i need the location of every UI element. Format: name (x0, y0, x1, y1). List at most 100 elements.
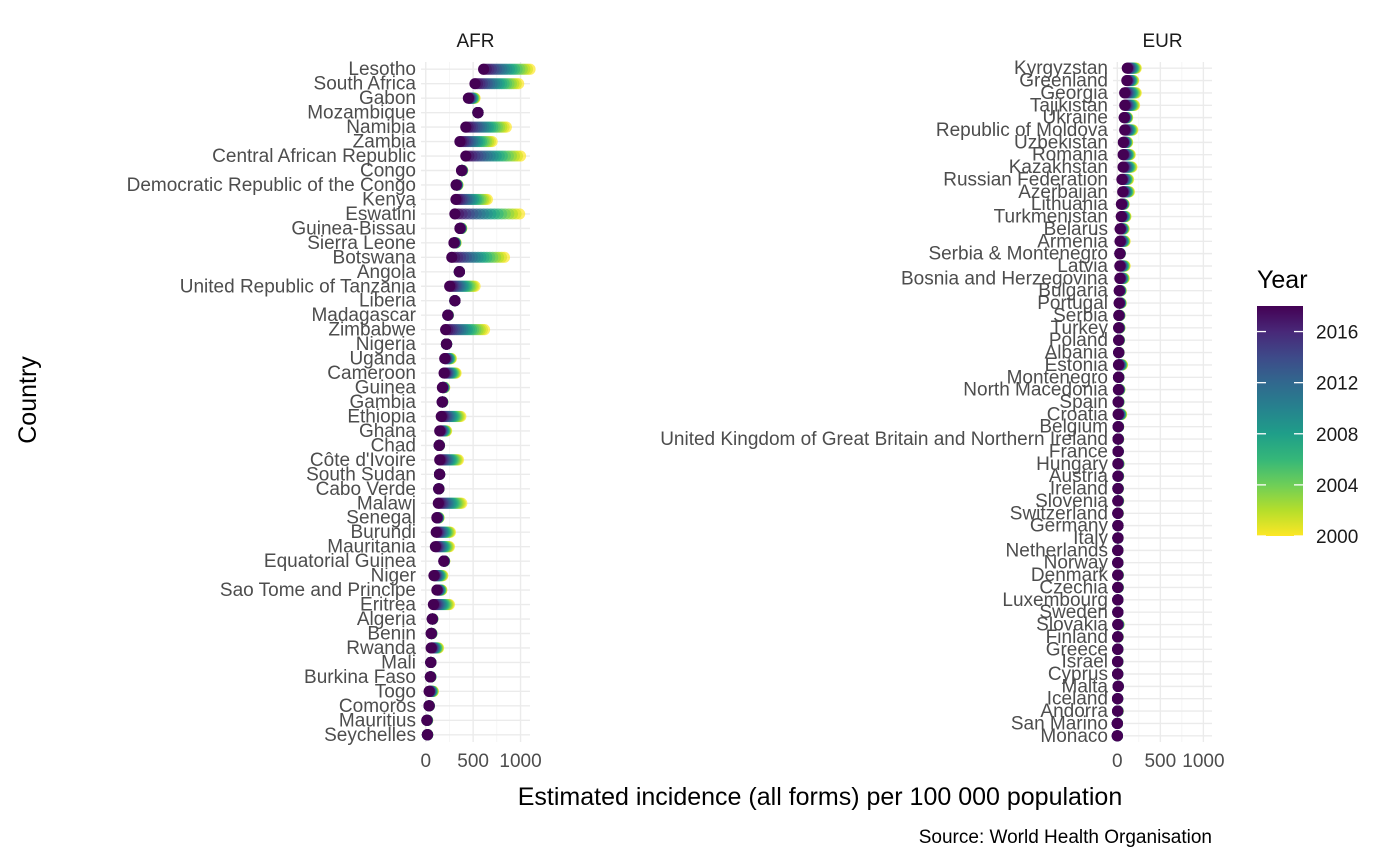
y-tick-label: Côte d'Ivoire (310, 450, 416, 471)
y-tick-label: Equatorial Guinea (264, 551, 417, 572)
y-tick-label: Poland (1049, 330, 1108, 351)
y-tick-label: Romania (1032, 145, 1108, 166)
y-tick-label: France (1049, 441, 1108, 462)
data-point (1112, 421, 1124, 433)
y-tick-label: Burundi (351, 522, 417, 543)
data-point (1112, 507, 1124, 519)
data-point (1113, 322, 1125, 334)
y-tick-label: Serbia (1053, 305, 1108, 326)
data-point (1112, 618, 1124, 631)
points (1111, 62, 1142, 742)
data-point (472, 107, 484, 119)
y-tick-label: Burkina Faso (304, 667, 416, 688)
data-point (1112, 680, 1124, 692)
y-tick-label: Serbia & Montenegro (928, 244, 1108, 265)
data-point (440, 324, 452, 336)
data-point (433, 468, 446, 480)
data-point (1112, 668, 1124, 680)
y-tick-label: Comoros (339, 696, 416, 717)
data-point (449, 295, 461, 307)
y-tick-label: Uzbekistan (1014, 132, 1108, 153)
data-point (431, 584, 443, 596)
y-tick-label: Sweden (1039, 602, 1108, 623)
data-point (439, 352, 451, 365)
x-tick-label: 500 (1144, 751, 1176, 772)
x-tick-label: 0 (1112, 751, 1123, 772)
y-tick-label: Tajikistan (1030, 95, 1108, 116)
y-tick-label: Switzerland (1010, 503, 1108, 524)
y-tick-label: Germany (1030, 516, 1109, 537)
data-point (453, 266, 465, 278)
y-tick-label: Austria (1049, 466, 1109, 487)
y-tick-label: Spain (1059, 392, 1108, 413)
y-tick-label: Israel (1062, 652, 1108, 673)
data-point (450, 193, 462, 206)
data-point (1112, 408, 1124, 420)
data-point (1112, 606, 1124, 618)
data-point (425, 627, 437, 640)
y-tick-label: Eritrea (360, 595, 416, 616)
data-point (421, 729, 434, 741)
y-tick-label: Gabon (359, 88, 416, 109)
data-point (1112, 371, 1125, 383)
y-tick-label: Cameroon (327, 363, 416, 384)
y-tick-label: South Africa (314, 74, 417, 95)
data-point (1113, 334, 1125, 346)
y-tick-label: Ghana (359, 421, 416, 442)
legend-label: 2016 (1316, 323, 1358, 344)
y-tick-label: Guinea-Bissau (291, 218, 416, 239)
data-point (1119, 124, 1131, 136)
data-point (1112, 594, 1124, 606)
x-axis-title: Estimated incidence (all forms) per 100 … (518, 783, 1123, 811)
data-point (460, 121, 472, 133)
y-tick-label: Senegal (346, 508, 416, 529)
data-point (434, 425, 446, 437)
data-point (425, 642, 437, 654)
data-point (424, 671, 436, 683)
y-tick-label: Andorra (1040, 701, 1108, 722)
y-tick-label: Lithuania (1031, 194, 1109, 215)
legend-title: Year (1257, 266, 1308, 294)
y-tick-label: Republic of Moldova (936, 120, 1109, 141)
data-point (1117, 161, 1129, 173)
data-point (449, 208, 461, 220)
data-point (450, 179, 462, 191)
data-point (1112, 458, 1124, 470)
data-point (421, 714, 433, 726)
color-legend: Year 2016 2012 2008 2004 2000 (1257, 266, 1359, 548)
data-point (1111, 730, 1123, 742)
data-point (1113, 309, 1125, 322)
x-tick-label: 500 (457, 751, 489, 772)
x-tick-label: 1000 (1182, 751, 1224, 772)
y-tick-label: United Kingdom of Great Britain and Nort… (660, 429, 1108, 450)
data-point (442, 309, 454, 321)
data-point (1118, 112, 1130, 124)
data-point (1113, 346, 1125, 359)
data-point (469, 78, 481, 90)
data-point (1112, 631, 1124, 643)
legend-label: 2008 (1316, 425, 1358, 446)
y-tick-label: Rwanda (346, 638, 416, 659)
y-tick-label: Malawi (357, 493, 416, 514)
data-point (433, 483, 445, 495)
y-tick-label: Montenegro (1007, 367, 1108, 388)
data-point (1112, 532, 1124, 544)
y-tick-label: Algeria (357, 609, 417, 630)
data-point (1114, 272, 1126, 284)
data-point (430, 526, 442, 538)
data-point (1115, 198, 1128, 210)
caption: Source: World Health Organisation (919, 827, 1212, 848)
data-point (1112, 359, 1125, 371)
data-point (1114, 248, 1126, 260)
data-point (1111, 656, 1124, 668)
data-point (1112, 470, 1124, 482)
data-point (427, 598, 440, 611)
data-point (1112, 445, 1124, 458)
y-tick-label: Sierra Leone (307, 233, 416, 254)
data-point (429, 541, 442, 553)
y-tick-label: Guinea (355, 378, 417, 399)
y-tick-label: Zambia (353, 132, 417, 153)
data-point (435, 410, 447, 423)
y-tick-label: North Macedonia (963, 380, 1108, 401)
